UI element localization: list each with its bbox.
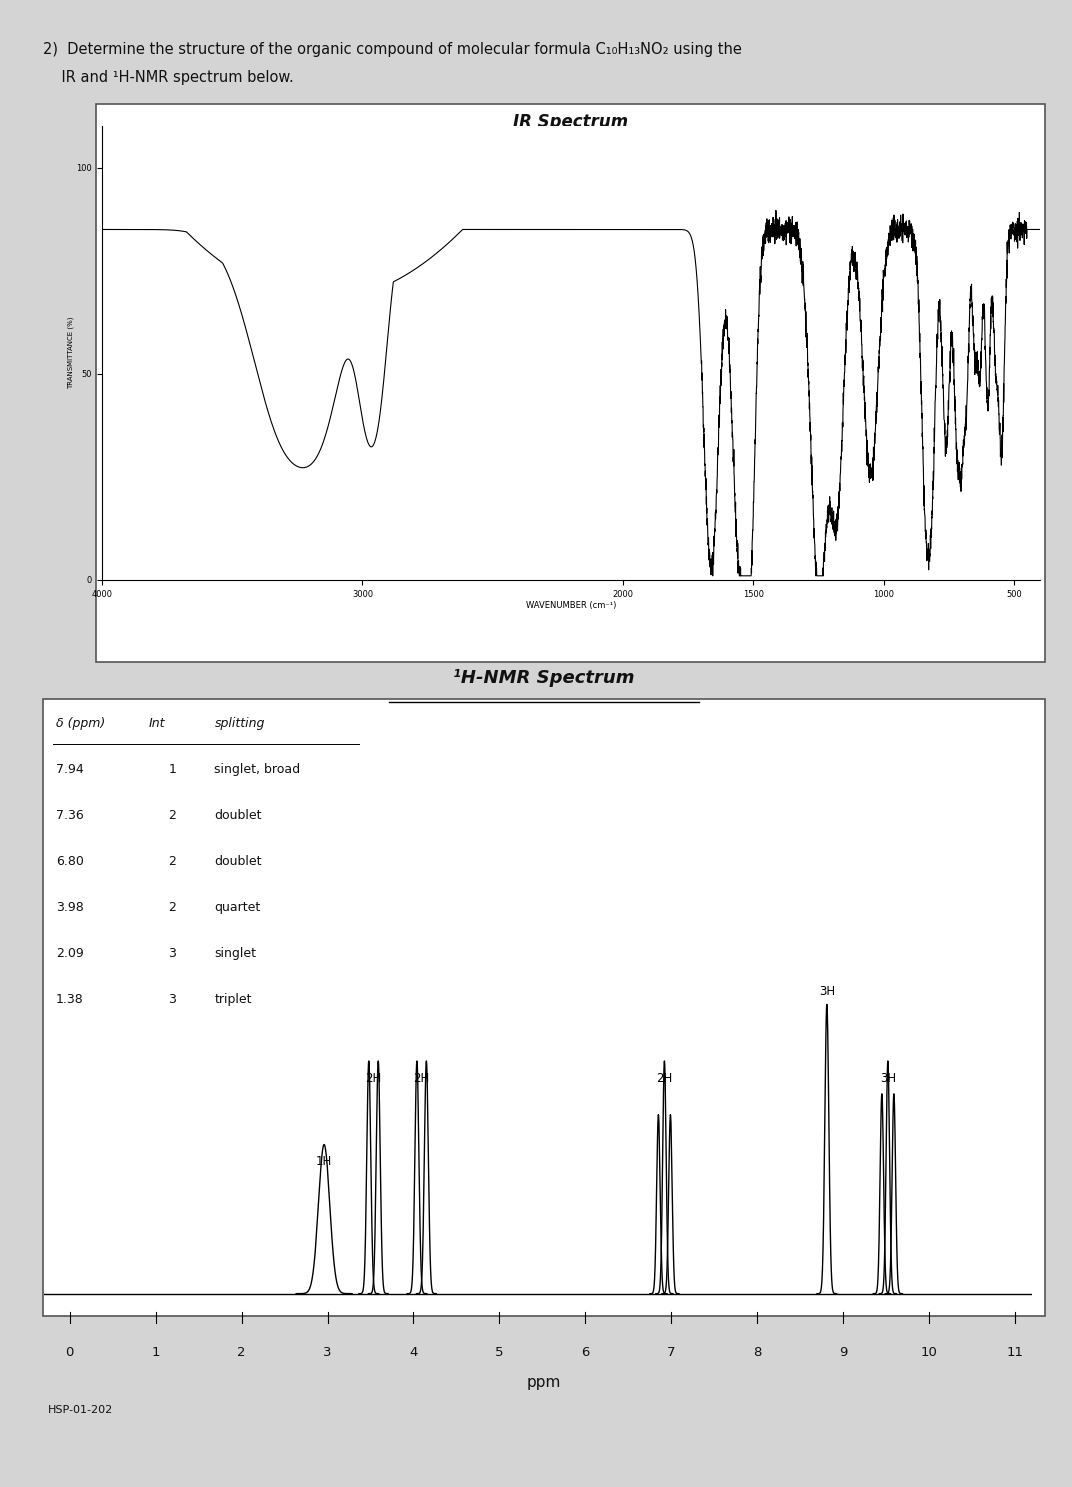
Text: %T: %T: [174, 431, 192, 442]
Text: 3H: 3H: [880, 1072, 896, 1086]
Text: 1.38: 1.38: [56, 993, 84, 1007]
Text: 7: 7: [298, 534, 304, 544]
Text: 2.09: 2.09: [56, 947, 84, 961]
Text: 6: 6: [298, 465, 304, 476]
Text: 3.98: 3.98: [56, 901, 84, 915]
Text: 2: 2: [237, 1346, 245, 1359]
Text: IR and ¹H-NMR spectrum below.: IR and ¹H-NMR spectrum below.: [43, 70, 294, 85]
X-axis label: WAVENUMBER (cm⁻¹): WAVENUMBER (cm⁻¹): [525, 601, 616, 611]
Text: splitting: splitting: [214, 717, 265, 730]
Text: δ (ppm): δ (ppm): [56, 717, 105, 730]
Text: Int: Int: [149, 717, 165, 730]
Text: 8: 8: [753, 1346, 761, 1359]
Text: 3: 3: [168, 993, 176, 1007]
Text: ¹H-NMR Spectrum: ¹H-NMR Spectrum: [453, 669, 635, 687]
Text: doublet: doublet: [214, 809, 262, 822]
Text: 14: 14: [298, 500, 311, 510]
Text: 2: 2: [168, 855, 176, 868]
Text: 3132: 3132: [113, 500, 139, 510]
Text: 36: 36: [174, 465, 187, 476]
Text: 10: 10: [921, 1346, 938, 1359]
Text: 5: 5: [495, 1346, 504, 1359]
Text: 2)  Determine the structure of the organic compound of molecular formula C₁₀H₁₃N: 2) Determine the structure of the organi…: [43, 42, 742, 57]
Text: 9: 9: [839, 1346, 847, 1359]
Y-axis label: TRANSMITTANCE (%): TRANSMITTANCE (%): [68, 317, 74, 390]
Text: 1661: 1661: [238, 465, 265, 476]
FancyBboxPatch shape: [96, 104, 1045, 662]
Text: 2928: 2928: [113, 568, 139, 578]
Text: singlet, broad: singlet, broad: [214, 763, 300, 776]
Text: 1511: 1511: [238, 534, 265, 544]
Text: doublet: doublet: [214, 855, 262, 868]
Text: 2H: 2H: [366, 1072, 382, 1086]
Text: singlet: singlet: [214, 947, 256, 961]
Text: 1: 1: [151, 1346, 160, 1359]
Text: %T: %T: [422, 431, 441, 442]
Text: 2H: 2H: [656, 1072, 672, 1086]
Text: 0: 0: [65, 1346, 74, 1359]
Text: 11: 11: [1007, 1346, 1024, 1359]
Text: triplet: triplet: [214, 993, 252, 1007]
Text: 34: 34: [422, 465, 435, 476]
Text: 52: 52: [174, 534, 187, 544]
Text: 7.94: 7.94: [56, 763, 84, 776]
Text: 7: 7: [667, 1346, 675, 1359]
Text: 1: 1: [168, 763, 176, 776]
Text: 1178: 1178: [362, 465, 389, 476]
Text: 6: 6: [581, 1346, 590, 1359]
Text: 2: 2: [168, 809, 176, 822]
Text: 3H: 3H: [819, 986, 835, 998]
Text: 547: 547: [362, 568, 383, 578]
Text: 3: 3: [168, 947, 176, 961]
Text: ̅ν(cm⁻¹): ̅ν(cm⁻¹): [238, 431, 282, 442]
Text: 7.36: 7.36: [56, 809, 84, 822]
Text: 2H: 2H: [414, 1072, 430, 1086]
Text: 1H: 1H: [316, 1155, 332, 1169]
Text: quartet: quartet: [214, 901, 260, 915]
Text: ppm: ppm: [526, 1375, 562, 1390]
Text: 4: 4: [298, 568, 304, 578]
FancyBboxPatch shape: [43, 699, 1045, 1316]
Text: 1248: 1248: [238, 568, 265, 578]
Text: 64: 64: [174, 568, 187, 578]
Text: 3286: 3286: [113, 465, 139, 476]
Text: ̅ν(cm⁻¹): ̅ν(cm⁻¹): [113, 431, 157, 442]
Text: 1556: 1556: [238, 500, 265, 510]
Text: 30: 30: [422, 534, 435, 544]
Text: 4: 4: [410, 1346, 418, 1359]
Text: IR Spectrum: IR Spectrum: [513, 113, 628, 131]
Text: 47: 47: [422, 568, 435, 578]
Text: HSP-01-202: HSP-01-202: [48, 1405, 114, 1416]
Text: 3: 3: [324, 1346, 332, 1359]
Text: 6.80: 6.80: [56, 855, 84, 868]
Text: %T: %T: [298, 431, 316, 442]
Text: ̅ν(cm⁻¹): ̅ν(cm⁻¹): [362, 431, 406, 442]
Text: 2: 2: [168, 901, 176, 915]
Text: 836: 836: [362, 534, 383, 544]
Text: 39: 39: [422, 500, 435, 510]
Text: 1049: 1049: [362, 500, 389, 510]
Text: 2982: 2982: [113, 534, 139, 544]
Text: 66: 66: [174, 500, 187, 510]
